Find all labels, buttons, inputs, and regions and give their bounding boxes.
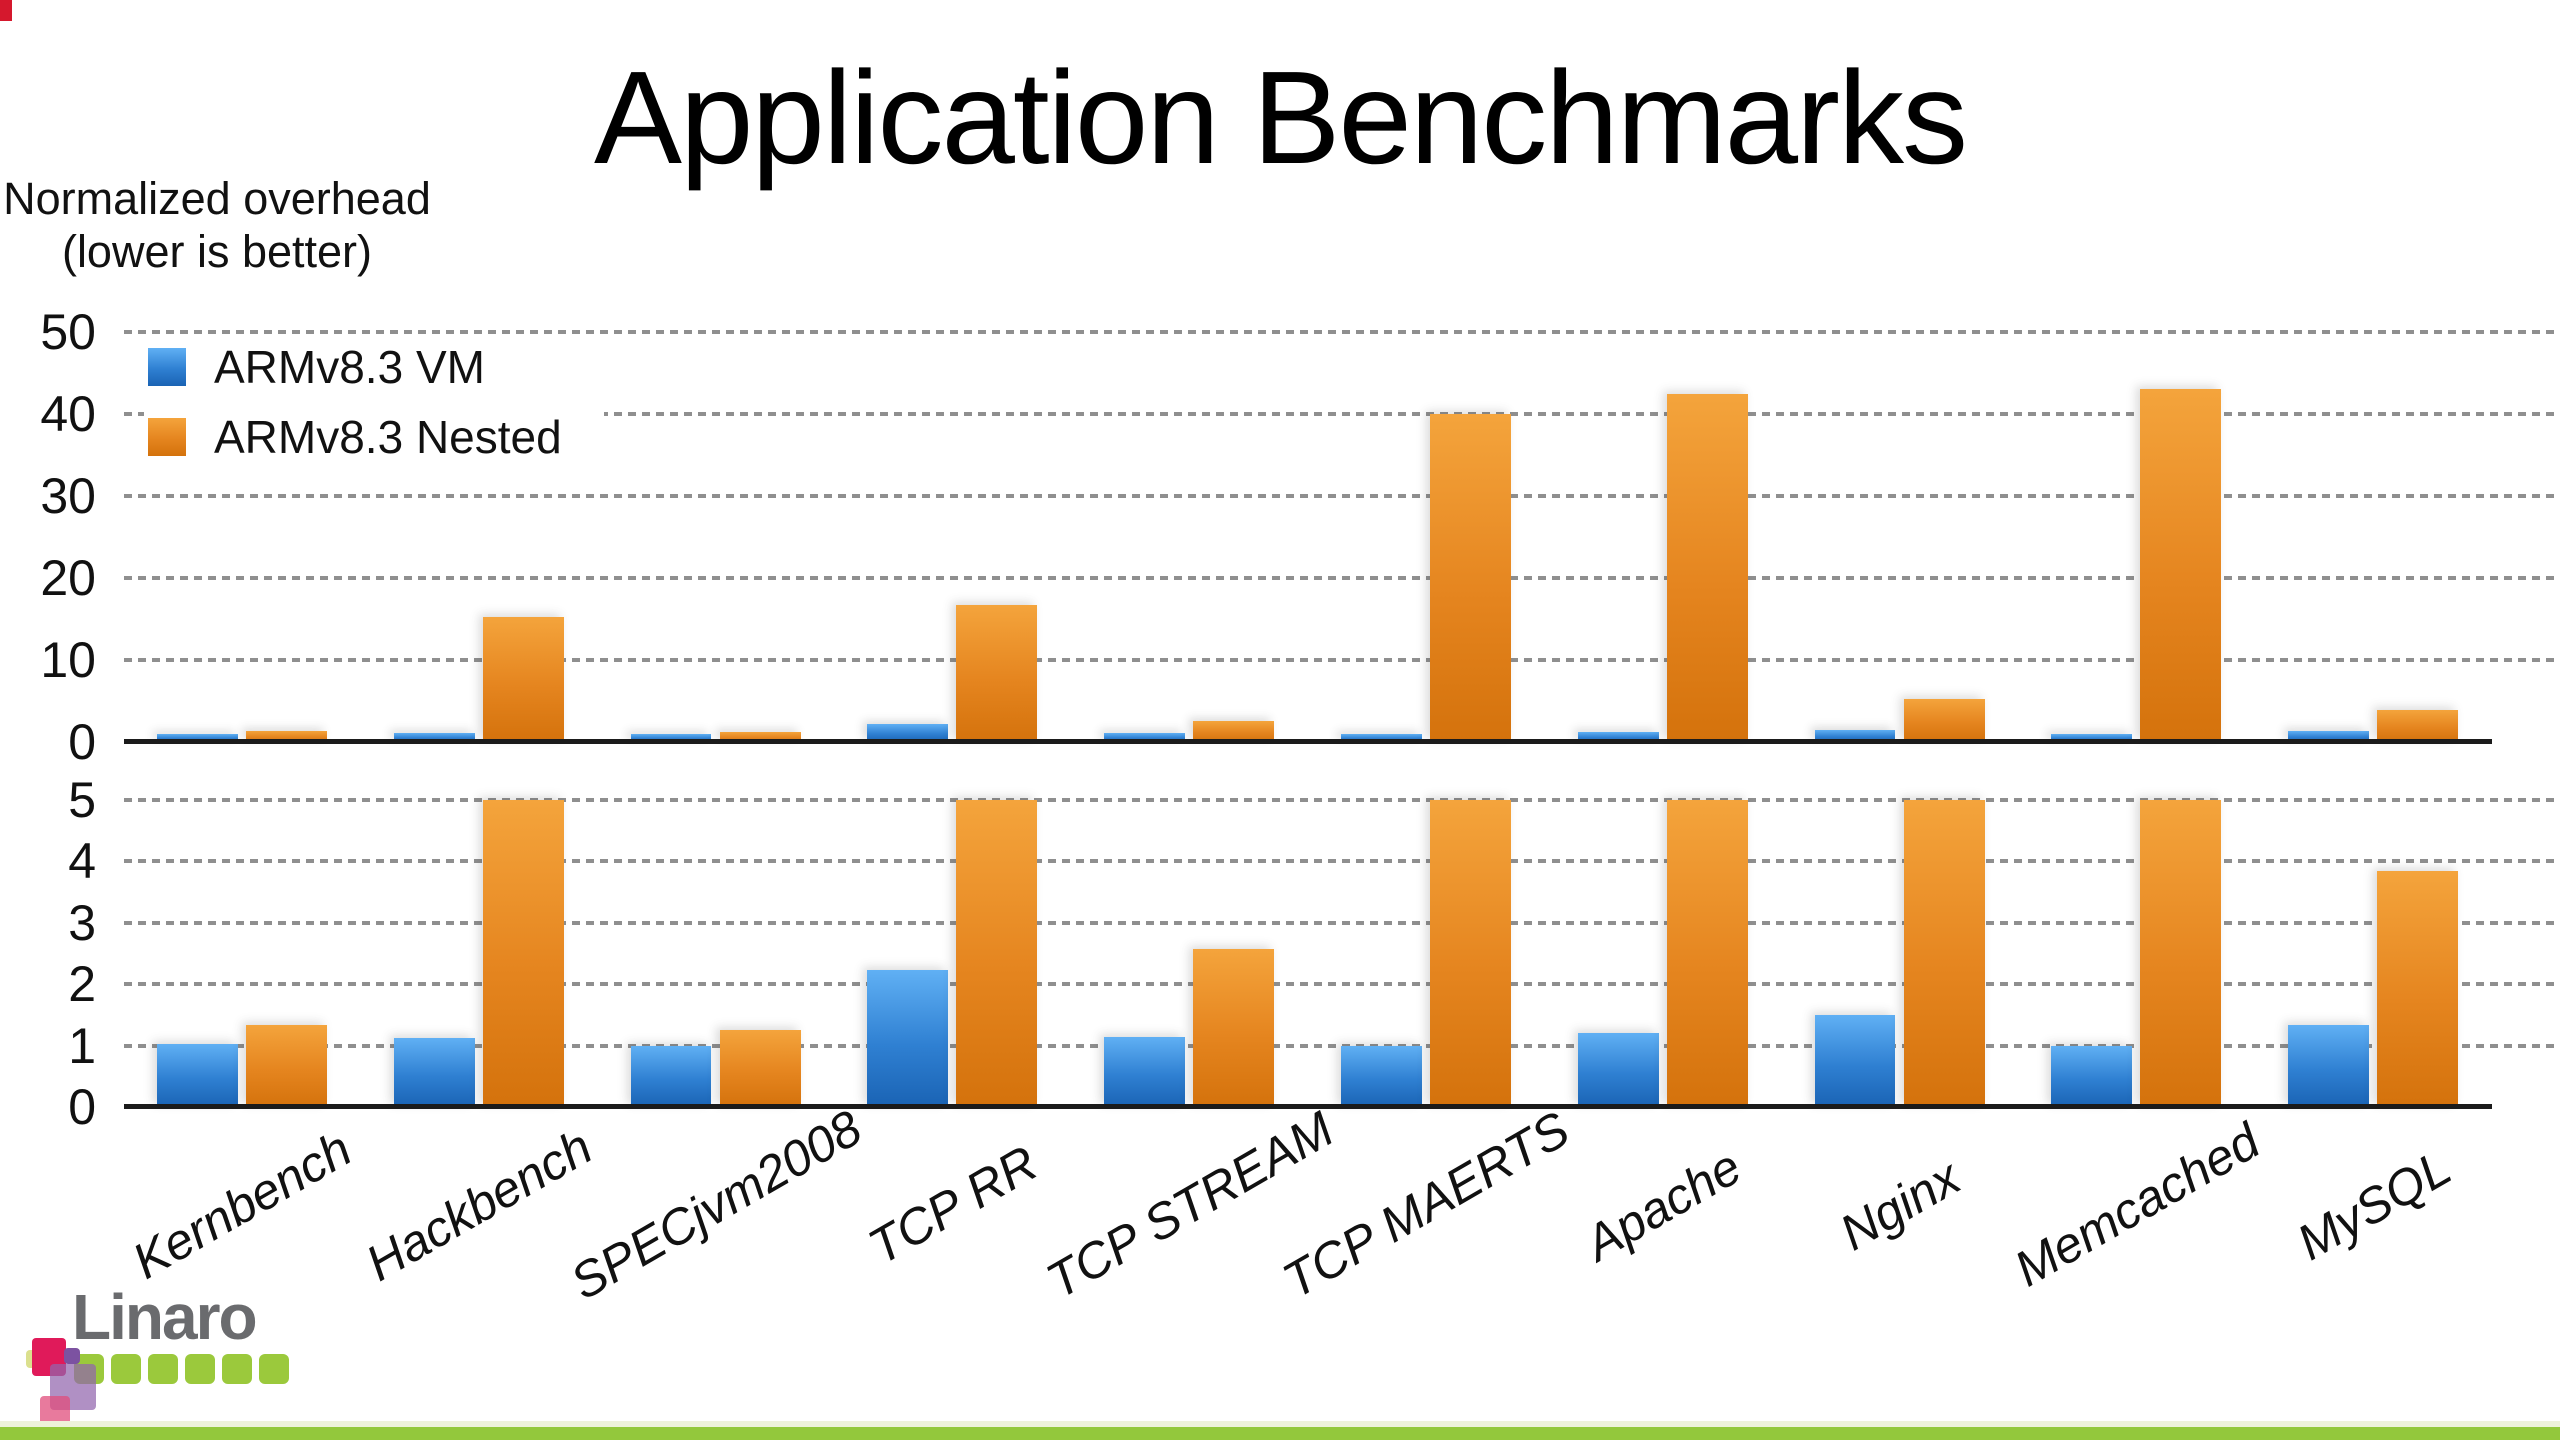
logo-deco-small-purple-square xyxy=(64,1348,80,1364)
bar-armv8-3-nested xyxy=(482,800,564,1107)
bar-armv8-3-nested xyxy=(1666,800,1748,1107)
bar-armv8-3-vm xyxy=(1577,732,1659,742)
bar-armv8-3-nested xyxy=(956,605,1038,742)
logo-green-square xyxy=(111,1354,141,1384)
slide-title: Application Benchmarks xyxy=(593,44,1968,191)
bar-armv8-3-vm xyxy=(393,1037,475,1107)
logo-green-square xyxy=(222,1354,252,1384)
gridline xyxy=(124,330,2554,334)
y-tick-label: 2 xyxy=(68,956,96,1013)
legend-item-vm: ARMv8.3 VM xyxy=(148,340,562,394)
bar-armv8-3-vm xyxy=(1814,1014,1896,1107)
gridline xyxy=(124,1043,2554,1048)
zero-axis-line xyxy=(124,1104,2492,1109)
bar-armv8-3-nested xyxy=(1429,800,1511,1107)
y-tick-label: 0 xyxy=(68,1079,96,1135)
bar-armv8-3-vm xyxy=(2051,733,2133,742)
bar-armv8-3-vm xyxy=(630,1045,712,1107)
bar-armv8-3-vm xyxy=(2288,731,2370,742)
category-label: Nginx xyxy=(1830,1148,1970,1262)
bar-armv8-3-nested xyxy=(719,731,801,742)
bar-armv8-3-nested xyxy=(956,800,1038,1107)
category-label: Memcached xyxy=(2004,1112,2269,1298)
bar-armv8-3-nested xyxy=(245,731,327,742)
bar-armv8-3-vm xyxy=(1340,733,1422,742)
legend-swatch-vm xyxy=(148,348,186,386)
bar-armv8-3-nested xyxy=(719,1030,801,1107)
bar-armv8-3-nested xyxy=(1193,720,1275,742)
category-label: SPECjvm2008 xyxy=(561,1099,871,1311)
bar-armv8-3-nested xyxy=(482,616,564,742)
bar-armv8-3-vm xyxy=(2288,1024,2370,1107)
gridline xyxy=(124,920,2554,925)
bar-armv8-3-nested xyxy=(1903,800,1985,1107)
bar-armv8-3-nested xyxy=(1429,414,1511,742)
category-label: TCP RR xyxy=(859,1134,1047,1276)
bar-armv8-3-nested xyxy=(1193,949,1275,1107)
logo-green-square xyxy=(259,1354,289,1384)
bar-armv8-3-vm xyxy=(2051,1045,2133,1107)
zero-axis-line xyxy=(124,739,2492,744)
y-axis-note-line2: (lower is better) xyxy=(61,226,373,278)
bar-armv8-3-vm xyxy=(867,723,949,742)
bar-armv8-3-nested xyxy=(2140,800,2222,1107)
gridline xyxy=(124,576,2554,580)
y-tick-label: 10 xyxy=(40,632,96,688)
bar-armv8-3-vm xyxy=(156,1044,238,1107)
bar-armv8-3-vm xyxy=(393,732,475,742)
bar-armv8-3-nested xyxy=(245,1025,327,1107)
gridline xyxy=(124,658,2554,662)
y-tick-label: 3 xyxy=(68,894,96,951)
y-axis-note: Normalized overhead (lower is better) xyxy=(0,172,434,278)
corner-red-mark xyxy=(0,0,12,21)
bar-armv8-3-nested xyxy=(1666,394,1748,742)
gridline xyxy=(124,982,2554,987)
bar-armv8-3-nested xyxy=(2140,389,2222,742)
bar-armv8-3-vm xyxy=(1340,1045,1422,1107)
gridline xyxy=(124,412,2554,416)
bar-armv8-3-nested xyxy=(2377,870,2459,1107)
chart-panel-zoomed xyxy=(124,798,2554,1109)
footer-edge-line xyxy=(0,1421,2560,1427)
category-label: MySQL xyxy=(2287,1139,2460,1271)
y-tick-label: 20 xyxy=(40,550,96,606)
y-tick-label: 1 xyxy=(68,1017,96,1074)
gridline xyxy=(124,494,2554,498)
chart-panel-overview xyxy=(124,330,2554,744)
y-tick-label: 40 xyxy=(40,386,96,442)
bar-armv8-3-nested xyxy=(2377,710,2459,742)
category-label: Kernbench xyxy=(123,1120,362,1290)
bar-armv8-3-vm xyxy=(1104,732,1186,742)
legend-swatch-nested xyxy=(148,418,186,456)
y-axis-note-line1: Normalized overhead xyxy=(3,173,431,224)
bar-armv8-3-nested xyxy=(1903,699,1985,742)
logo-green-square xyxy=(185,1354,215,1384)
gridline xyxy=(124,798,2554,802)
bar-armv8-3-vm xyxy=(867,970,949,1107)
logo-green-square xyxy=(148,1354,178,1384)
bar-armv8-3-vm xyxy=(1104,1037,1186,1107)
chart-legend: ARMv8.3 VM ARMv8.3 Nested xyxy=(144,334,604,488)
y-tick-label: 50 xyxy=(40,304,96,360)
bar-armv8-3-vm xyxy=(1814,729,1896,742)
y-tick-label: 0 xyxy=(68,714,96,770)
y-tick-label: 30 xyxy=(40,468,96,524)
legend-label-nested: ARMv8.3 Nested xyxy=(214,411,562,463)
footer-green-bar xyxy=(0,1427,2560,1440)
legend-item-nested: ARMv8.3 Nested xyxy=(148,410,562,464)
y-tick-label: 5 xyxy=(68,772,96,828)
bar-armv8-3-vm xyxy=(1577,1033,1659,1107)
bar-armv8-3-vm xyxy=(630,733,712,742)
category-label: Apache xyxy=(1575,1138,1751,1272)
bar-armv8-3-vm xyxy=(156,733,238,742)
legend-label-vm: ARMv8.3 VM xyxy=(214,341,485,393)
gridline xyxy=(124,859,2554,864)
y-tick-label: 4 xyxy=(68,833,96,890)
linaro-logo-text: Linaro xyxy=(72,1281,258,1353)
